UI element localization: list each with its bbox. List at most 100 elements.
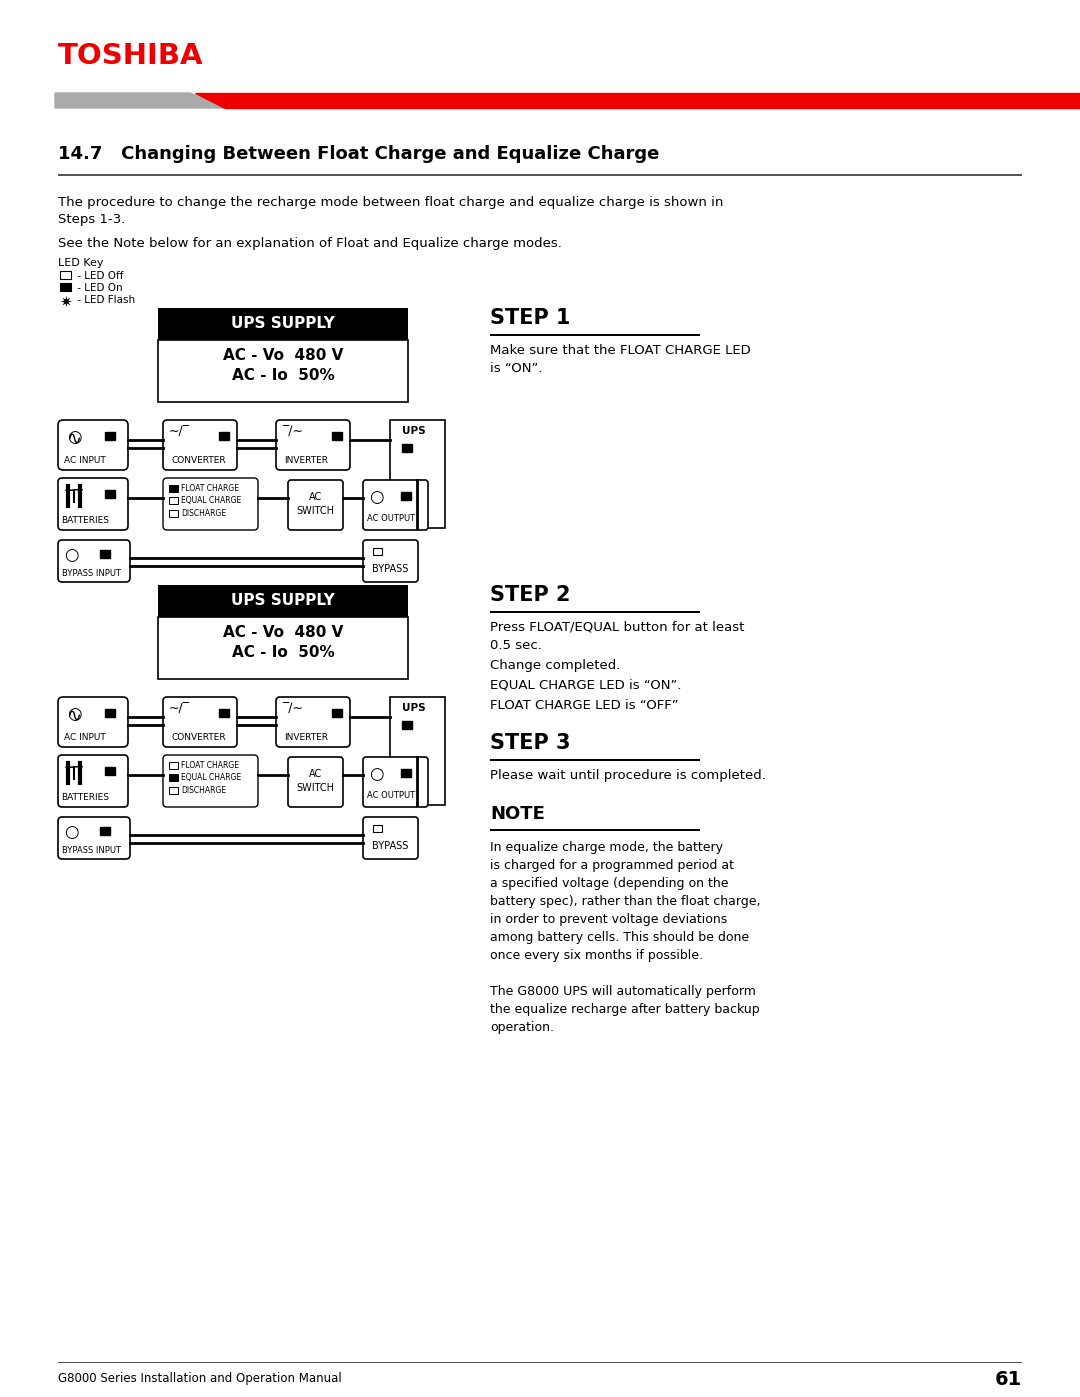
Bar [490,334,700,335]
Text: LED Key: LED Key [58,258,104,268]
Text: STEP 2: STEP 2 [490,585,570,605]
Bar [60,271,71,279]
Text: +−: +− [64,483,85,497]
Text: Please wait until procedure is completed.: Please wait until procedure is completed… [490,768,766,782]
FancyBboxPatch shape [163,754,258,807]
Text: INVERTER: INVERTER [284,455,328,465]
FancyBboxPatch shape [58,420,129,469]
Bar [490,759,700,760]
Text: AC OUTPUT: AC OUTPUT [367,791,415,800]
Text: NOTE: NOTE [490,805,545,823]
Bar [490,610,700,612]
FancyBboxPatch shape [58,697,129,747]
Text: STEP 3: STEP 3 [490,733,570,753]
Text: BYPASS INPUT: BYPASS INPUT [62,847,121,855]
Bar [105,767,114,775]
Bar [168,497,178,504]
Text: ○: ○ [67,427,81,446]
Text: DISCHARGE: DISCHARGE [181,509,226,518]
Bar [168,485,178,492]
Bar [158,617,408,679]
Text: 61: 61 [995,1370,1022,1389]
Text: ○: ○ [369,766,383,782]
Text: +−: +− [64,761,85,774]
Text: AC - Vo  480 V: AC - Vo 480 V [222,624,343,640]
FancyBboxPatch shape [276,420,350,469]
Bar [402,721,411,729]
Bar [332,710,342,717]
FancyBboxPatch shape [58,817,130,859]
Text: ○: ○ [67,705,81,724]
FancyBboxPatch shape [163,420,237,469]
Bar [100,827,110,835]
Text: BYPASS: BYPASS [373,564,408,574]
Text: ∿: ∿ [66,430,81,448]
Polygon shape [195,94,1080,108]
Text: UPS: UPS [402,426,426,436]
Bar [402,444,411,453]
Text: CONVERTER: CONVERTER [171,733,226,742]
Text: See the Note below for an explanation of Float and Equalize charge modes.: See the Note below for an explanation of… [58,237,562,250]
FancyBboxPatch shape [276,697,350,747]
Text: ○: ○ [369,488,383,506]
Text: CONVERTER: CONVERTER [171,455,226,465]
Text: DISCHARGE: DISCHARGE [181,787,226,795]
Text: UPS SUPPLY: UPS SUPPLY [231,592,335,608]
Text: EQUAL CHARGE: EQUAL CHARGE [181,773,241,782]
Text: ∼∕‾: ∼∕‾ [168,703,190,717]
Text: Change completed.: Change completed. [490,659,620,672]
Text: FLOAT CHARGE LED is “OFF”: FLOAT CHARGE LED is “OFF” [490,698,678,712]
Text: - LED Off: - LED Off [75,271,123,281]
Bar [373,826,382,833]
Text: AC
SWITCH: AC SWITCH [297,768,335,793]
Text: The G8000 UPS will automatically perform
the equalize recharge after battery bac: The G8000 UPS will automatically perform… [490,985,759,1034]
Text: AC INPUT: AC INPUT [64,455,106,465]
Text: G8000 Series Installation and Operation Manual: G8000 Series Installation and Operation … [58,1372,341,1384]
Bar [219,710,229,717]
Text: FLOAT CHARGE: FLOAT CHARGE [181,761,239,770]
Bar [58,175,1022,176]
Bar [105,490,114,497]
FancyBboxPatch shape [363,541,418,583]
Text: EQUAL CHARGE: EQUAL CHARGE [181,496,241,504]
FancyBboxPatch shape [58,541,130,583]
Bar [60,284,71,291]
Text: Make sure that the FLOAT CHARGE LED
is “ON”.: Make sure that the FLOAT CHARGE LED is “… [490,344,751,374]
Bar [390,697,445,805]
Bar [219,432,229,440]
Text: ✷: ✷ [59,295,71,310]
FancyBboxPatch shape [363,817,418,859]
FancyBboxPatch shape [288,757,343,807]
Bar [373,548,382,555]
Text: INVERTER: INVERTER [284,733,328,742]
Bar [105,432,114,440]
Bar [401,492,411,500]
Bar [100,550,110,557]
Bar [390,420,445,528]
Text: 14.7   Changing Between Float Charge and Equalize Charge: 14.7 Changing Between Float Charge and E… [58,145,660,163]
Bar [158,585,408,617]
Text: BATTERIES: BATTERIES [60,793,109,802]
Text: UPS: UPS [402,703,426,712]
Text: TOSHIBA: TOSHIBA [58,42,203,70]
Text: AC - Vo  480 V: AC - Vo 480 V [222,348,343,363]
Text: FLOAT CHARGE: FLOAT CHARGE [181,483,239,493]
Bar [168,774,178,781]
FancyBboxPatch shape [288,481,343,529]
Text: ∼∕‾: ∼∕‾ [168,426,190,439]
Bar [332,432,342,440]
Bar [105,710,114,717]
Text: AC - Io  50%: AC - Io 50% [231,367,335,383]
Text: ○: ○ [64,546,79,564]
FancyBboxPatch shape [363,757,428,807]
Text: ‾∕∼: ‾∕∼ [282,426,303,439]
Text: ○: ○ [64,823,79,841]
Bar [490,828,700,830]
Text: - LED On: - LED On [75,284,123,293]
Text: The procedure to change the recharge mode between float charge and equalize char: The procedure to change the recharge mod… [58,196,724,226]
FancyBboxPatch shape [58,478,129,529]
Text: ∿: ∿ [66,707,81,725]
Text: - LED Flash: - LED Flash [75,295,135,305]
Bar [168,761,178,768]
Text: EQUAL CHARGE LED is “ON”.: EQUAL CHARGE LED is “ON”. [490,679,681,692]
